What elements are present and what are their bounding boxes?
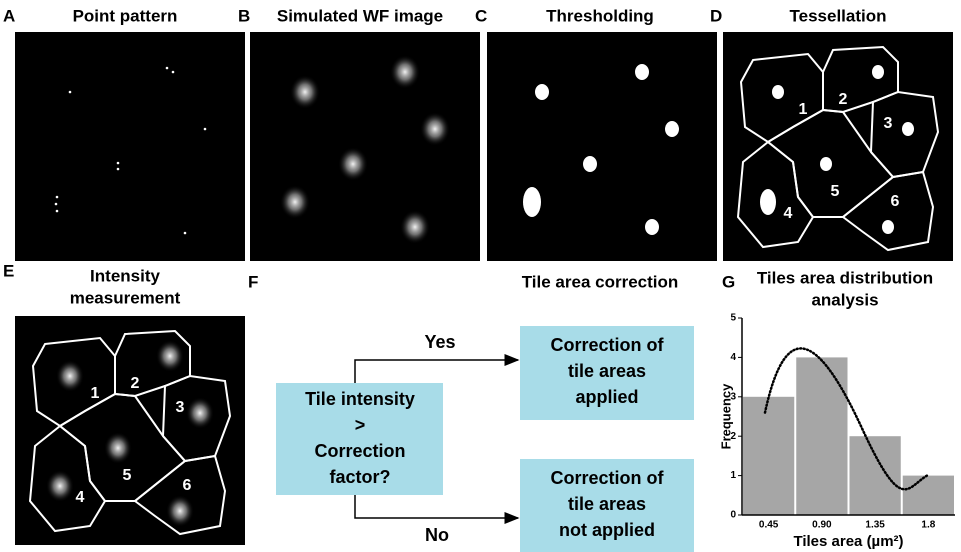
blob: [46, 470, 74, 502]
panel-title: Simulated WF image: [277, 6, 443, 25]
blob: [166, 495, 194, 527]
spot: [820, 157, 832, 171]
bar: [850, 436, 901, 515]
not-applied-text: not applied: [559, 520, 655, 540]
panel-title: Point pattern: [73, 6, 178, 25]
blob: [156, 340, 184, 372]
x-tick-label: 1.8: [921, 520, 935, 531]
y-tick-label: 4: [730, 352, 736, 363]
panel-letter: A: [3, 6, 15, 25]
spot: [635, 64, 649, 80]
y-axis-label: Frequency: [718, 383, 733, 450]
panel-title: Tiles area distribution: [757, 268, 933, 287]
blob: [104, 432, 132, 464]
not-applied-text: Correction of: [550, 468, 664, 488]
panel-title: analysis: [811, 290, 878, 309]
tile-number: 2: [131, 375, 140, 392]
decision-text: Tile intensity: [305, 389, 415, 409]
tile-number: 5: [831, 183, 840, 200]
no-label: No: [425, 525, 449, 545]
tile-number: 3: [176, 399, 185, 416]
point: [55, 203, 58, 206]
panel-letter: E: [3, 261, 14, 280]
no-arrow: [355, 495, 518, 518]
blob: [186, 397, 214, 429]
spot: [523, 187, 541, 217]
applied-text: applied: [575, 387, 638, 407]
blob: [290, 75, 320, 109]
x-tick-label: 1.35: [865, 520, 885, 531]
tile-number: 4: [784, 205, 793, 222]
point: [117, 162, 120, 165]
panel-title: measurement: [70, 288, 181, 307]
image: [15, 32, 245, 261]
spot: [583, 156, 597, 172]
spot: [665, 121, 679, 137]
panel-letter: G: [722, 272, 735, 291]
point: [204, 128, 207, 131]
point: [56, 196, 59, 199]
tile-number: 4: [76, 489, 85, 506]
spot: [902, 122, 914, 136]
figure: 123456123456 Yes No 0123450.450.901.351.…: [0, 0, 961, 552]
panel-title: Intensity: [90, 266, 160, 285]
point: [184, 232, 187, 235]
decision-text: >: [355, 415, 366, 435]
yes-arrow: [355, 360, 518, 383]
panel-letter: B: [238, 6, 250, 25]
point: [69, 91, 72, 94]
panel-letter: D: [710, 6, 722, 25]
y-tick-label: 1: [730, 470, 736, 481]
tile-number: 5: [123, 467, 132, 484]
y-tick-label: 5: [730, 313, 736, 324]
blob: [338, 147, 368, 181]
blob: [56, 360, 84, 392]
point: [166, 67, 169, 70]
image: [487, 32, 717, 261]
spot: [535, 84, 549, 100]
bar: [903, 476, 954, 515]
x-tick-label: 0.45: [759, 520, 779, 531]
not-applied-text: tile areas: [568, 494, 646, 514]
y-tick-label: 0: [730, 510, 736, 521]
tile-number: 1: [799, 101, 808, 118]
panel-title: Tile area correction: [522, 272, 679, 291]
yes-label: Yes: [424, 332, 455, 352]
image: [723, 32, 953, 261]
blob: [420, 112, 450, 146]
x-axis-label: Tiles area (µm²): [793, 533, 903, 550]
panel-title: Thresholding: [546, 6, 654, 25]
point: [172, 71, 175, 74]
panel-letter: F: [248, 272, 258, 291]
panel-title: Tessellation: [790, 6, 887, 25]
spot: [772, 85, 784, 99]
image: [250, 32, 480, 261]
x-tick-label: 0.90: [812, 520, 832, 531]
applied-text: tile areas: [568, 361, 646, 381]
spot: [872, 65, 884, 79]
tile-number: 6: [183, 477, 192, 494]
panel-letter: C: [475, 6, 487, 25]
blob: [390, 55, 420, 89]
point: [56, 210, 59, 213]
spot: [645, 219, 659, 235]
bar: [743, 397, 794, 515]
decision-text: Correction: [314, 441, 405, 461]
blob: [280, 185, 310, 219]
blob: [400, 210, 430, 244]
point: [117, 168, 120, 171]
image: [15, 316, 245, 545]
applied-text: Correction of: [550, 335, 664, 355]
tile-number: 6: [891, 193, 900, 210]
tile-number: 3: [884, 115, 893, 132]
spot: [882, 220, 894, 234]
tile-number: 1: [91, 385, 100, 402]
spot: [760, 189, 776, 215]
tile-number: 2: [839, 91, 848, 108]
bar: [796, 357, 847, 515]
decision-text: factor?: [329, 467, 390, 487]
